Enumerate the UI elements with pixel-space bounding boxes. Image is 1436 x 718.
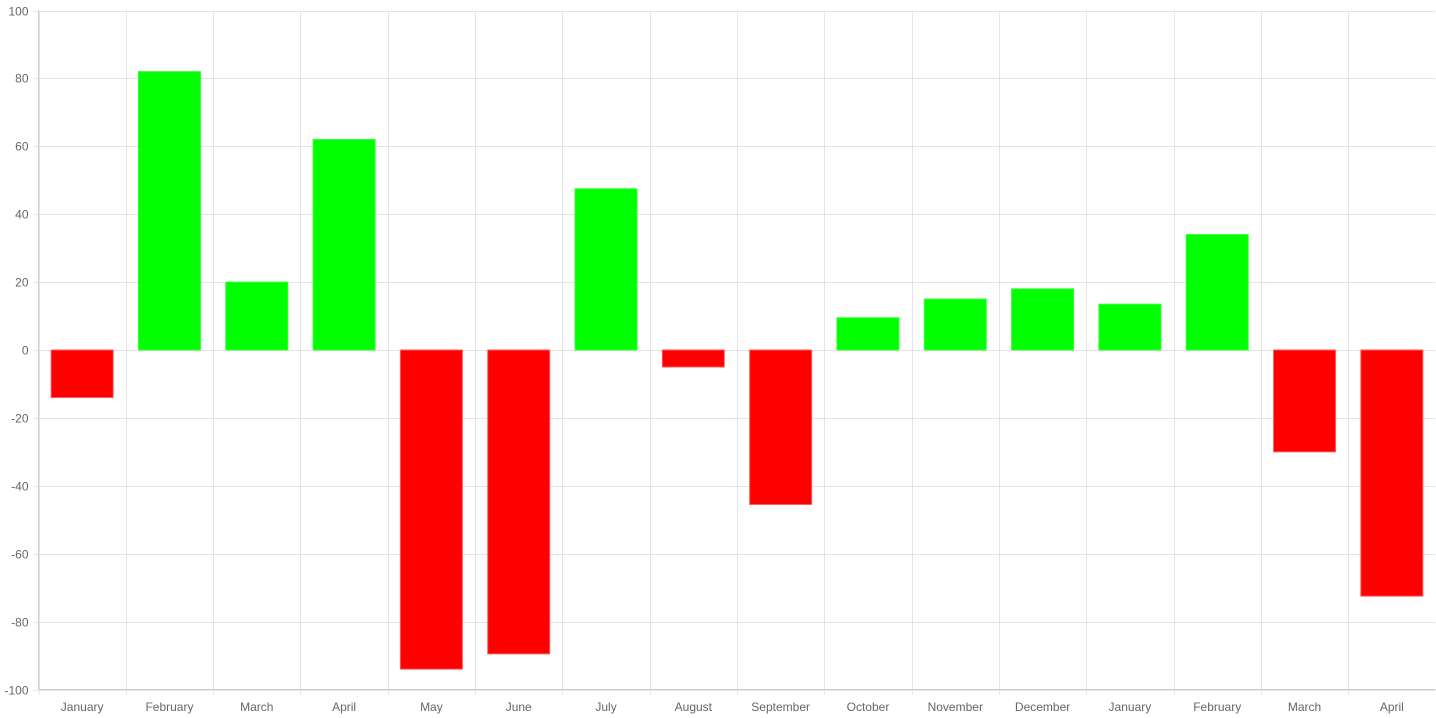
x-tick-label: March	[1288, 700, 1321, 714]
x-tick-label: November	[928, 700, 983, 714]
y-tick-label: 20	[15, 276, 29, 290]
bar-february-1	[137, 71, 201, 351]
bar-january-0	[50, 349, 114, 399]
bar-april-15	[1360, 349, 1424, 597]
y-tick-label: 40	[15, 208, 29, 222]
x-tick-label: October	[847, 700, 890, 714]
x-tick-label: September	[751, 700, 810, 714]
y-tick-label: -20	[11, 412, 29, 426]
y-tick-label: -100	[4, 684, 28, 698]
x-tick-label: April	[332, 700, 356, 714]
x-tick-label: January	[1109, 700, 1152, 714]
bar-august-7	[661, 349, 725, 368]
x-tick-label: July	[595, 700, 616, 714]
bar-december-11	[1011, 288, 1075, 351]
bar-june-5	[487, 349, 551, 655]
bar-april-3	[312, 139, 376, 351]
y-tick-label: 60	[15, 140, 29, 154]
y-tick-label: 80	[15, 72, 29, 86]
x-tick-label: May	[420, 700, 443, 714]
y-tick-label: -60	[11, 548, 29, 562]
x-tick-label: February	[1193, 700, 1241, 714]
x-tick-label: December	[1015, 700, 1070, 714]
bar-september-8	[749, 349, 813, 505]
grid-layer	[33, 10, 1436, 695]
bar-march-2	[225, 281, 289, 351]
x-tick-label: April	[1380, 700, 1404, 714]
y-tick-label: -80	[11, 616, 29, 630]
x-tick-label: February	[145, 700, 193, 714]
bar-october-9	[836, 317, 900, 351]
bar-november-10	[923, 298, 987, 351]
y-tick-label: -40	[11, 480, 29, 494]
bar-february-13	[1185, 234, 1249, 351]
y-tick-label: 0	[22, 344, 29, 358]
x-tick-label: June	[506, 700, 532, 714]
labels-layer: 100 80 60 40 20 0 -20 -40 -60 -80 -100 January Febru…	[4, 5, 1403, 715]
axis-layer	[38, 10, 1436, 690]
x-tick-label: August	[675, 700, 713, 714]
x-tick-label: March	[240, 700, 273, 714]
y-tick-label: 100	[8, 5, 28, 19]
x-tick-label: January	[61, 700, 104, 714]
bar-march-14	[1273, 349, 1337, 453]
bar-january-12	[1098, 303, 1162, 351]
bar-may-4	[399, 349, 463, 670]
bar-july-6	[574, 188, 638, 351]
bars-layer	[50, 71, 1424, 670]
